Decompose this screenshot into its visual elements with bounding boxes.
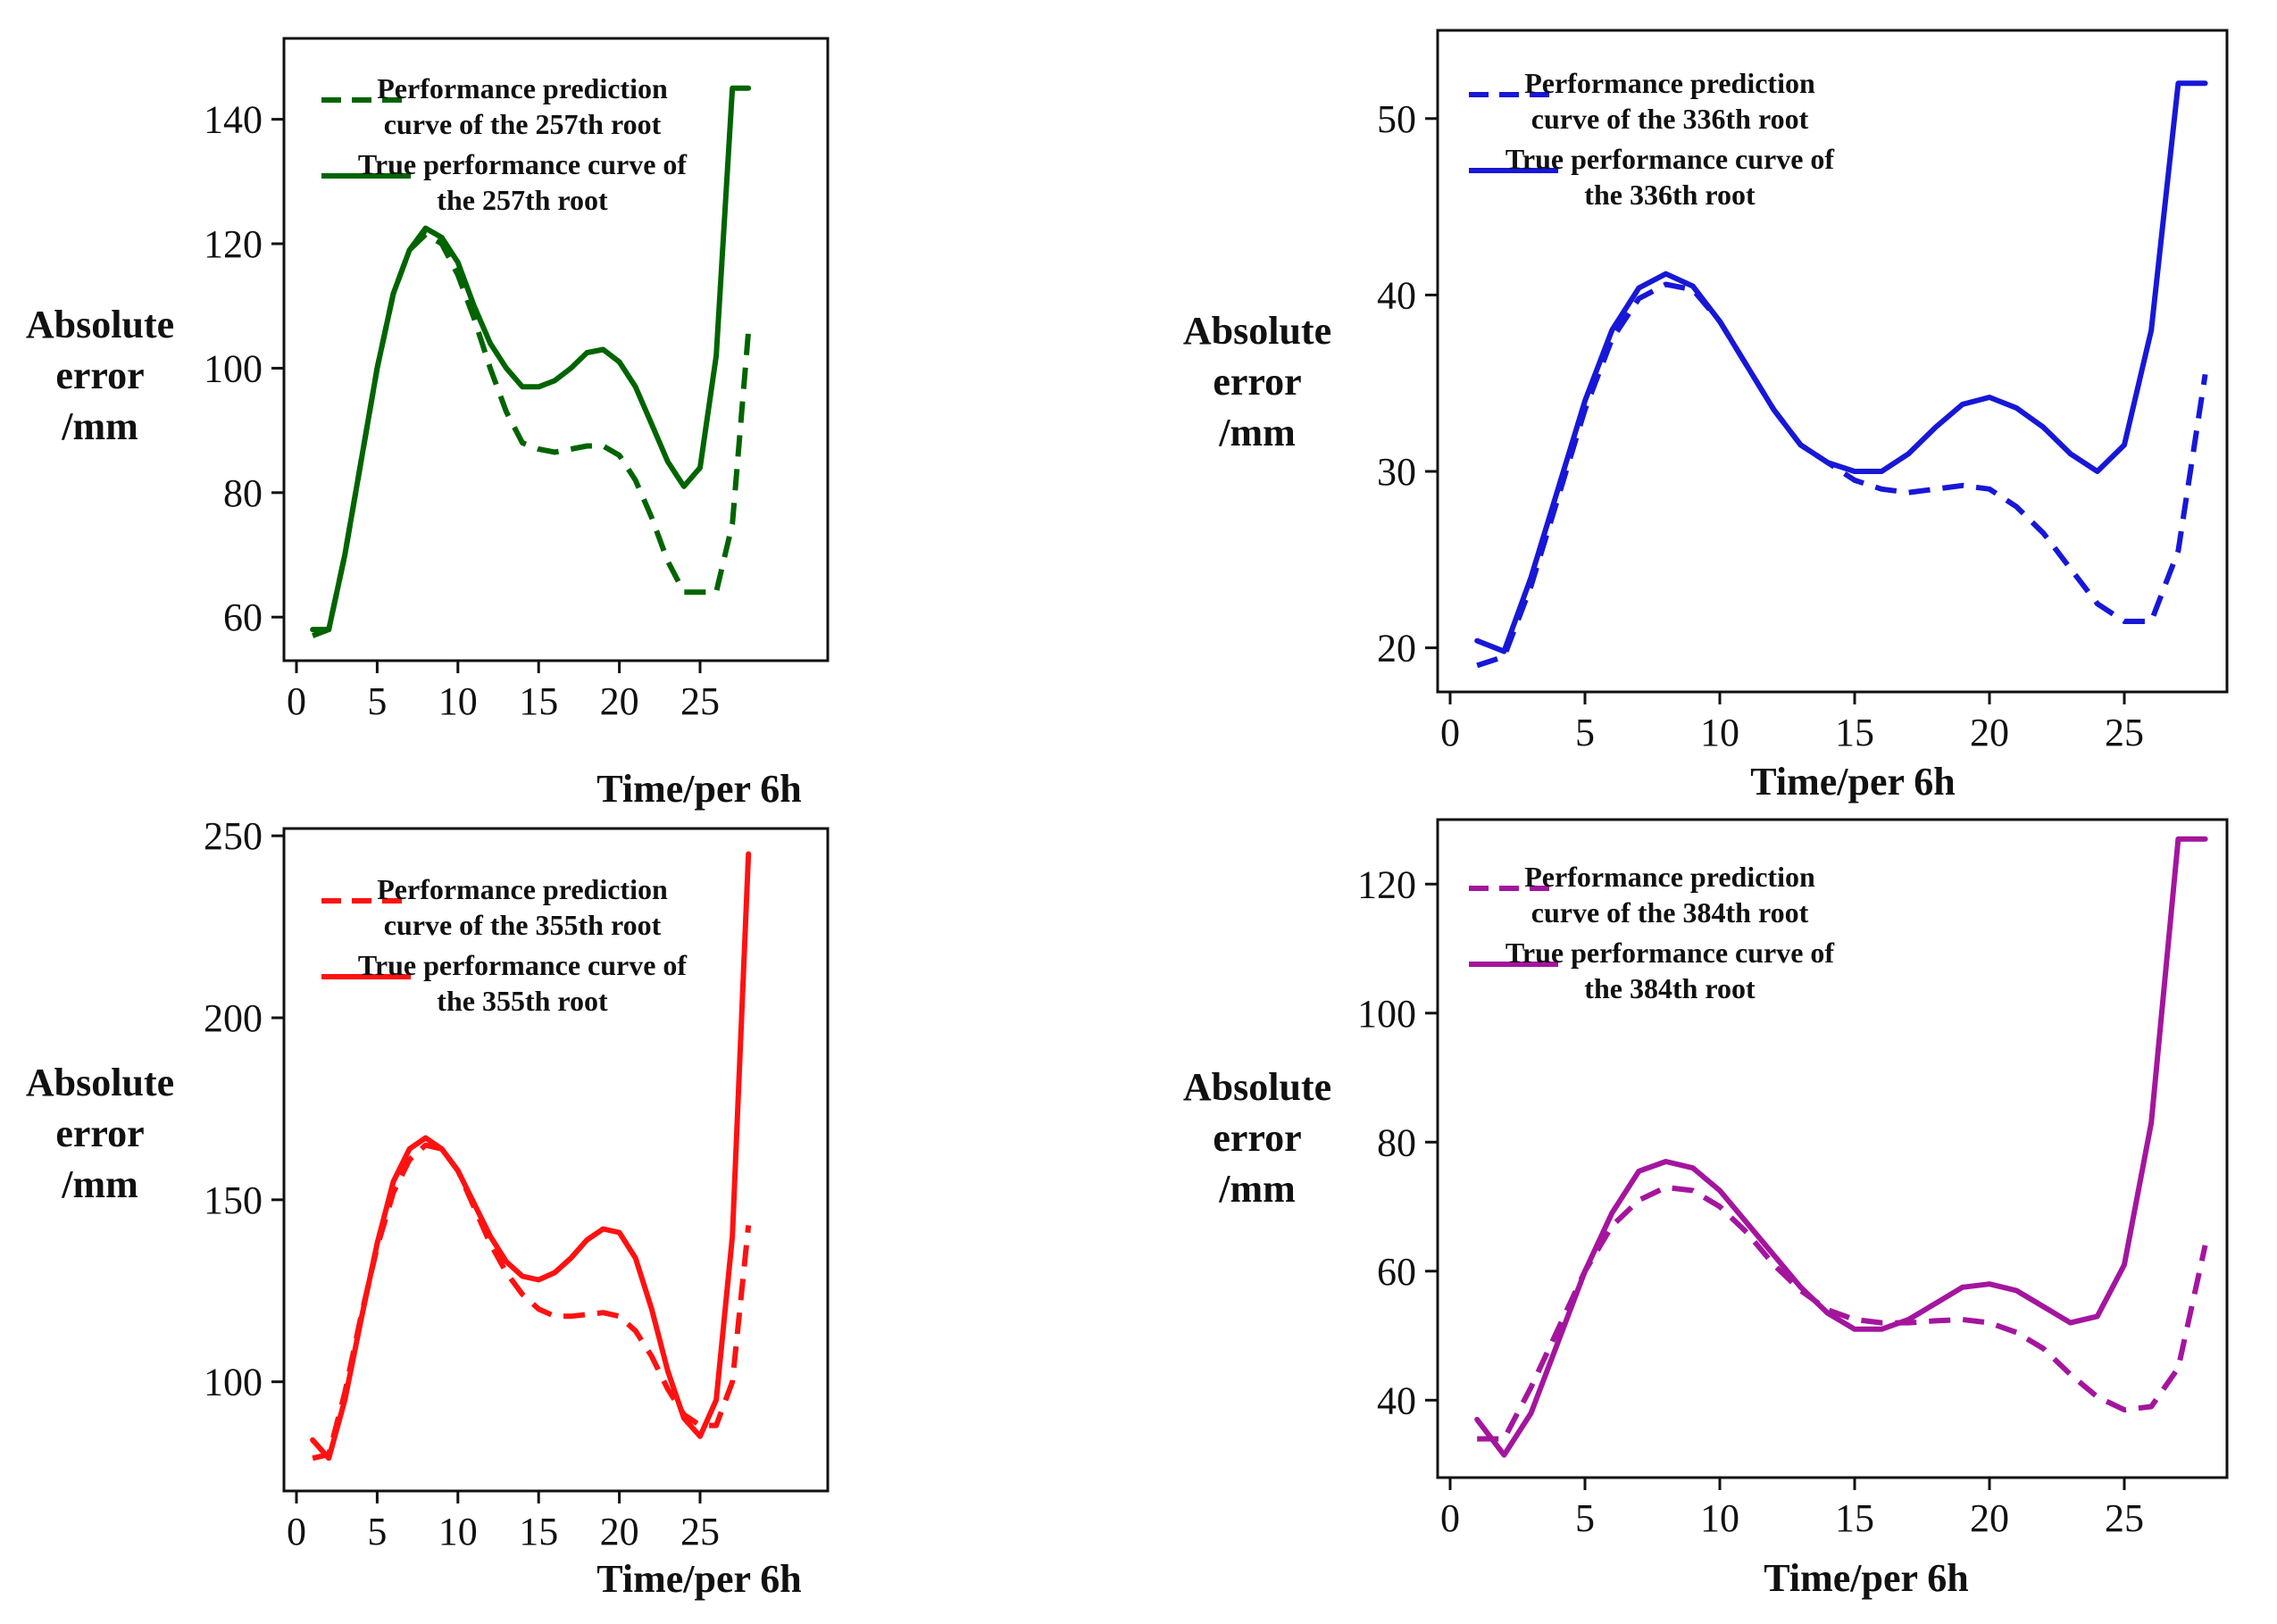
legend-label: curve of the 355th root: [384, 909, 662, 941]
x-tick-label: 5: [1575, 1496, 1595, 1540]
x-tick-label: 5: [1575, 711, 1595, 754]
x-tick-label: 15: [1835, 1496, 1874, 1540]
legend: Performance prediction curve of the 336th…: [1469, 67, 1834, 211]
chart-panel-2: 20 30 40 50 0 5 10 15 20 25 Time/per 6h Absolute err…: [1183, 29, 2229, 804]
legend-label: the 384th root: [1584, 972, 1756, 1004]
legend: Performance prediction curve of the 355th…: [321, 873, 687, 1017]
y-axis-title-line: /mm: [61, 404, 138, 448]
legend-label: curve of the 257th root: [384, 108, 662, 140]
y-axis-title-line: error: [55, 354, 144, 397]
x-tick-label: 10: [1700, 1496, 1739, 1540]
y-axis-title-line: /mm: [1218, 1167, 1296, 1211]
legend-label: the 355th root: [437, 985, 608, 1017]
plot-frame: [282, 37, 830, 662]
y-axis-title-line: error: [1213, 360, 1301, 404]
plot-frame: [1436, 818, 2229, 1479]
x-tick-label: 20: [1970, 711, 2009, 754]
true-curve-line: [310, 85, 752, 633]
prediction-curve-line: [312, 231, 752, 638]
x-tick-label: 25: [680, 679, 720, 723]
y-tick-label: 30: [1377, 450, 1416, 494]
y-axis-title-line: Absolute: [26, 303, 174, 346]
y-axis-title-line: error: [55, 1112, 144, 1155]
x-tick-label: 25: [680, 1510, 720, 1553]
true-curve-line: [1474, 80, 2208, 654]
y-axis-title-line: error: [1213, 1116, 1301, 1160]
x-tick-label: 0: [1440, 1496, 1460, 1540]
x-tick-label: 20: [600, 679, 639, 723]
y-tick-label: 100: [204, 346, 263, 390]
legend-label: curve of the 336th root: [1531, 103, 1809, 135]
legend-label: Performance prediction: [1524, 861, 1815, 893]
legend-label: curve of the 384th root: [1531, 896, 1809, 929]
legend-label: True performance curve of: [1505, 143, 1835, 175]
x-axis-title: Time/per 6h: [1764, 1556, 1968, 1600]
x-tick-label: 20: [600, 1510, 639, 1553]
y-tick-label: 100: [1357, 992, 1416, 1036]
legend-label: Performance prediction: [377, 873, 668, 905]
x-tick-label: 10: [438, 1510, 478, 1553]
y-axis-title-line: /mm: [1218, 411, 1296, 454]
true-curve-line: [310, 851, 752, 1462]
legend-label: True performance curve of: [1505, 937, 1835, 969]
y-axis-title-line: Absolute: [1183, 309, 1331, 353]
y-axis-title-line: Absolute: [1183, 1065, 1331, 1109]
legend-label: True performance curve of: [358, 949, 688, 981]
x-tick-label: 15: [519, 1510, 558, 1553]
x-tick-label: 25: [2105, 1496, 2144, 1540]
legend: Performance prediction curve of the 257th…: [321, 72, 687, 216]
y-tick-label: 40: [1377, 273, 1416, 317]
y-tick-label: 20: [1377, 627, 1416, 670]
legend-label: the 257th root: [437, 184, 608, 216]
y-tick-label: 140: [204, 98, 263, 142]
x-tick-label: 5: [367, 1510, 387, 1553]
x-tick-label: 0: [287, 679, 306, 723]
prediction-curve-line: [1477, 1184, 2208, 1442]
x-tick-label: 15: [519, 679, 558, 723]
x-axis-title: Time/per 6h: [1750, 760, 1955, 804]
y-tick-label: 250: [204, 814, 263, 858]
true-curve-line: [1474, 836, 2208, 1458]
y-tick-label: 120: [1357, 862, 1416, 906]
legend-label: Performance prediction: [377, 72, 668, 104]
legend-label: Performance prediction: [1524, 67, 1815, 99]
chart-panel-1: 60 80 100 120 140 0 5 10 15 20 25 Time/per 6h Absolu…: [26, 37, 830, 811]
chart-panel-4: 40 60 80 100 120 0 5 10 15 20 25 Time/per 6h Absolut…: [1183, 818, 2229, 1600]
plot-frame: [1436, 29, 2229, 694]
x-axis-title: Time/per 6h: [596, 1557, 801, 1601]
plot-frame: [282, 827, 830, 1493]
y-axis-title-line: Absolute: [26, 1061, 174, 1104]
y-tick-label: 120: [204, 222, 263, 266]
y-axis-title-line: /mm: [61, 1162, 138, 1206]
y-tick-label: 50: [1377, 97, 1416, 141]
legend-label: True performance curve of: [358, 148, 688, 180]
x-tick-label: 0: [1440, 711, 1460, 754]
x-tick-label: 0: [287, 1510, 306, 1553]
y-tick-label: 80: [223, 471, 263, 515]
y-tick-label: 100: [204, 1361, 263, 1404]
y-tick-label: 200: [204, 996, 263, 1040]
y-tick-label: 60: [223, 595, 263, 639]
x-axis-title: Time/per 6h: [596, 767, 801, 811]
legend-label: the 336th root: [1584, 179, 1756, 211]
y-tick-label: 80: [1377, 1120, 1416, 1164]
y-tick-label: 40: [1377, 1378, 1416, 1422]
x-tick-label: 10: [438, 679, 478, 723]
x-tick-label: 20: [1970, 1496, 2009, 1540]
x-tick-label: 10: [1700, 711, 1739, 754]
y-tick-label: 150: [204, 1178, 263, 1222]
prediction-curve-line: [1476, 281, 2208, 669]
x-tick-label: 5: [367, 679, 387, 723]
y-tick-label: 60: [1377, 1250, 1416, 1294]
x-tick-label: 15: [1835, 711, 1874, 754]
x-tick-label: 25: [2105, 711, 2144, 754]
